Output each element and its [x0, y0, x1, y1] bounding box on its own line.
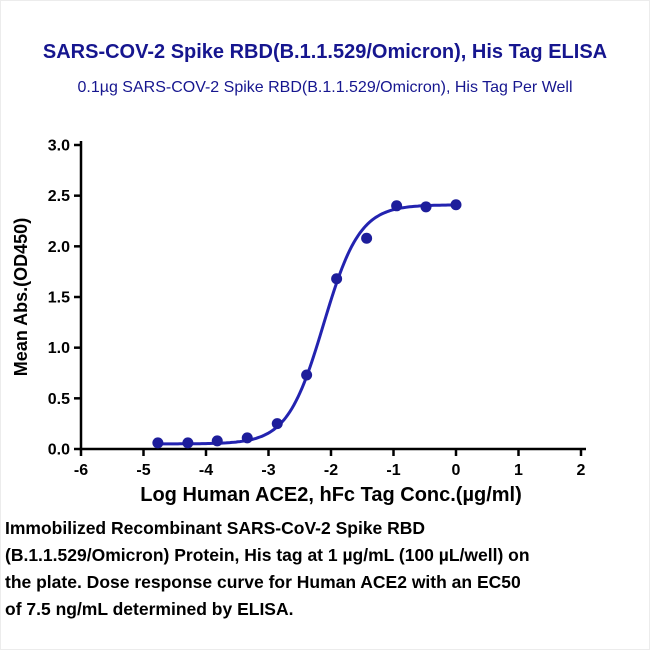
chart-title: SARS-COV-2 Spike RBD(B.1.1.529/Omicron),…: [42, 41, 608, 63]
y-tick-label: 1.5: [48, 290, 70, 307]
y-tick-label: 0.5: [48, 391, 70, 408]
fit-curve: [156, 203, 458, 446]
x-tick-label: -4: [199, 462, 213, 479]
chart-subtitle: 0.1µg SARS-COV-2 Spike RBD(B.1.1.529/Omi…: [77, 79, 573, 96]
data-point: [331, 273, 343, 285]
data-point: [211, 435, 223, 447]
x-tick-label: 1: [514, 462, 523, 479]
y-tick-label: 2.5: [48, 188, 70, 205]
caption-line: (B.1.1.529/Omicron) Protein, His tag at …: [5, 545, 530, 565]
data-point: [301, 369, 313, 381]
data-point: [271, 418, 283, 430]
x-tick-label: 2: [577, 462, 586, 479]
x-tick-label: 0: [452, 462, 461, 479]
data-point: [182, 437, 194, 449]
y-axis-title: Mean Abs.(OD450): [11, 218, 31, 376]
y-tick-label: 1.0: [48, 340, 70, 357]
y-tick-label: 2.0: [48, 239, 70, 256]
caption-line: Immobilized Recombinant SARS-CoV-2 Spike…: [5, 518, 426, 538]
x-axis-title: Log Human ACE2, hFc Tag Conc.(µg/ml): [140, 484, 522, 506]
y-tick-label: 3.0: [48, 138, 70, 155]
data-point: [241, 432, 253, 444]
x-tick-label: -1: [386, 462, 400, 479]
dose-response-chart: 0.0 0.5 1.0 1.5 2.0 2.5 3.0 -6 -5 -4 -3 -2 -1 0 1 2 Log …: [11, 138, 586, 506]
x-tick-label: -2: [324, 462, 338, 479]
x-tick-label: -6: [74, 462, 88, 479]
x-tick-label: -3: [261, 462, 275, 479]
x-tick-label: -5: [136, 462, 150, 479]
caption-line: of 7.5 ng/mL determined by ELISA.: [5, 599, 294, 619]
data-point: [152, 437, 164, 449]
data-point: [420, 201, 432, 213]
y-tick-label: 0.0: [48, 442, 70, 459]
data-point: [391, 200, 403, 212]
caption-line: the plate. Dose response curve for Human…: [5, 572, 521, 592]
data-point: [361, 232, 373, 244]
data-point: [450, 199, 462, 211]
figure-caption: Immobilized Recombinant SARS-CoV-2 Spike…: [5, 515, 647, 623]
